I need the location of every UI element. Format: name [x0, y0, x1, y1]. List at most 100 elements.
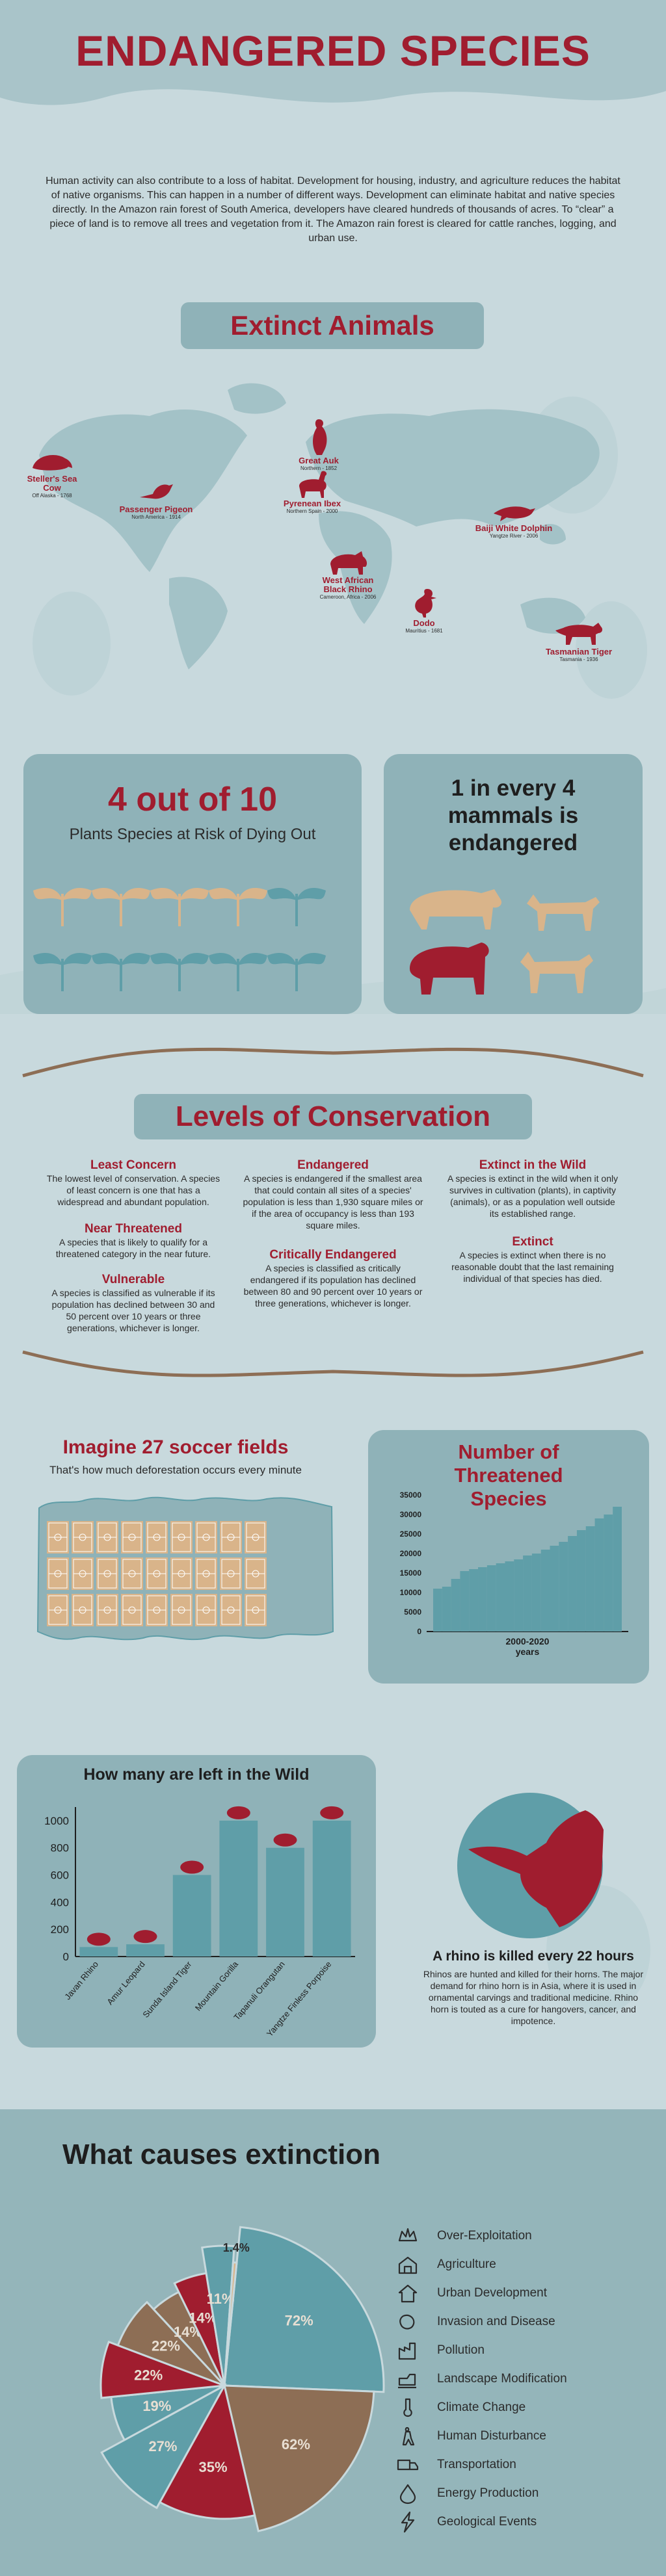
ibex-icon	[299, 471, 327, 498]
bar	[478, 1567, 487, 1632]
bar	[433, 1589, 442, 1632]
soccer-field-icon	[146, 1594, 168, 1626]
pie-slice-label: 35%	[199, 2459, 228, 2475]
legend-label: Over-Exploitation	[437, 2229, 532, 2243]
bar	[451, 1579, 460, 1632]
wave-divider	[22, 1350, 644, 1377]
level-critically-endangered: Critically Endangered A species is class…	[243, 1248, 423, 1308]
x-axis-label-years: years	[516, 1646, 540, 1657]
sprout-icon	[92, 952, 150, 991]
level-extinct: Extinct A species is extinct when there …	[451, 1235, 614, 1284]
y-tick-label: 35000	[400, 1490, 422, 1500]
bar	[505, 1561, 514, 1632]
bar	[442, 1587, 451, 1632]
bar	[604, 1515, 613, 1632]
category-label: Mountain Gorilla	[193, 1959, 241, 2013]
animal-icon	[180, 1860, 204, 1874]
pigeon-icon	[140, 484, 173, 499]
soccer-title: Imagine 27 soccer fields	[62, 1437, 289, 1458]
sprout-icon	[150, 887, 209, 926]
plants-stat-number: 4 out of 10	[107, 781, 278, 818]
soccer-field-icon	[72, 1521, 94, 1554]
soccer-subtitle: That's how much deforestation occurs eve…	[49, 1464, 302, 1476]
animal-stellers-sea-cow: Steller's Sea Cow Off Alaska - 1768	[20, 449, 85, 499]
soccer-field-icon	[245, 1557, 267, 1590]
y-tick-label: 15000	[400, 1568, 422, 1578]
dodo-icon	[415, 589, 436, 618]
soccer-field-icon	[195, 1557, 217, 1590]
bar	[514, 1559, 524, 1632]
animal-tasmanian-tiger: Tasmanian Tiger Tasmania - 1936	[540, 618, 618, 662]
oil-drop-icon	[399, 2484, 416, 2504]
sprout-icon	[209, 952, 267, 991]
y-tick-label: 400	[51, 1896, 69, 1908]
bar	[496, 1563, 505, 1632]
legend-item: Landscape Modification	[397, 2365, 644, 2393]
pie-slice	[223, 2226, 385, 2393]
legend-label: Landscape Modification	[437, 2372, 567, 2386]
legend-item: Energy Production	[397, 2479, 644, 2508]
animal-baiji-dolphin: Baiji White Dolphin Yangtze River - 2006	[472, 501, 556, 539]
animal-black-rhino: West African Black Rhino Cameroon, Afric…	[312, 547, 384, 600]
rhino-icon	[330, 551, 367, 575]
y-tick-label: 200	[51, 1923, 69, 1936]
lightning-icon	[401, 2511, 415, 2533]
bar	[550, 1546, 559, 1632]
bar	[469, 1569, 479, 1632]
soccer-field-icon	[96, 1594, 118, 1626]
soccer-field-icon	[146, 1557, 168, 1590]
pie-slice	[116, 2300, 226, 2387]
soccer-field-icon	[170, 1557, 193, 1590]
soccer-field-icon	[170, 1521, 193, 1554]
legend-label: Invasion and Disease	[437, 2315, 555, 2328]
bar	[79, 1947, 118, 1957]
soccer-field-icon	[121, 1557, 143, 1590]
level-endangered: Endangered A species is endangered if th…	[243, 1158, 423, 1230]
legend-item: Human Disturbance	[397, 2422, 644, 2451]
soccer-field-icon	[96, 1521, 118, 1554]
soccer-field-icon	[72, 1594, 94, 1626]
pie-slice	[223, 2261, 238, 2386]
y-tick-label: 20000	[400, 1549, 422, 1558]
wild-chart-title: How many are left in the Wild	[83, 1765, 310, 1784]
soccer-field-icon	[220, 1594, 242, 1626]
soccer-field-icon	[96, 1557, 118, 1590]
factory-icon	[398, 2342, 416, 2360]
bar	[126, 1944, 165, 1957]
barn-icon	[398, 2256, 418, 2274]
animal-icon	[226, 1806, 250, 1819]
animal-icon	[133, 1930, 157, 1944]
tapir-icon	[410, 889, 502, 930]
x-axis-label: 2000-2020	[506, 1636, 550, 1646]
mammals-stat-text: 1 in every 4 mammals is endangered	[447, 775, 579, 855]
level-extinct-in-the-wild: Extinct in the Wild A species is extinct…	[447, 1158, 619, 1219]
world-map	[39, 383, 600, 670]
soccer-field-icon	[220, 1521, 242, 1554]
y-tick-label: 10000	[400, 1588, 422, 1597]
extinct-heading: Extinct Animals	[181, 302, 484, 349]
pie-slice	[158, 2382, 256, 2520]
level-least-concern: Least Concern The lowest level of conser…	[46, 1158, 220, 1207]
truck-icon	[397, 2459, 419, 2471]
bar	[219, 1820, 258, 1957]
bar	[576, 1530, 586, 1632]
bar	[460, 1571, 470, 1632]
legend-label: Geological Events	[437, 2515, 537, 2529]
pie-slice-label: 1.4%	[223, 2241, 250, 2254]
animal-icon	[320, 1806, 344, 1819]
legend-item: Climate Change	[397, 2393, 644, 2422]
y-tick-label: 0	[417, 1627, 421, 1636]
threatened-chart-title: Number of Threatened Species	[454, 1440, 563, 1510]
pie-slice	[100, 2383, 227, 2510]
wild-chart: 0 200 400 600 800 1000 Javan Rhino Amur Leopard…	[44, 1806, 355, 2038]
sprout-icon	[33, 887, 92, 926]
y-tick-label: 1000	[44, 1815, 69, 1827]
category-label: Amur Leopard	[105, 1959, 146, 2007]
soccer-field-icon	[195, 1521, 217, 1554]
sprout-icon	[150, 952, 209, 991]
soccer-field-icon	[170, 1594, 193, 1626]
rhino-head-icon	[468, 1810, 604, 1927]
rhino-pie-graphic	[457, 1793, 604, 1938]
soccer-field-icon	[245, 1594, 267, 1626]
bar	[531, 1554, 541, 1632]
